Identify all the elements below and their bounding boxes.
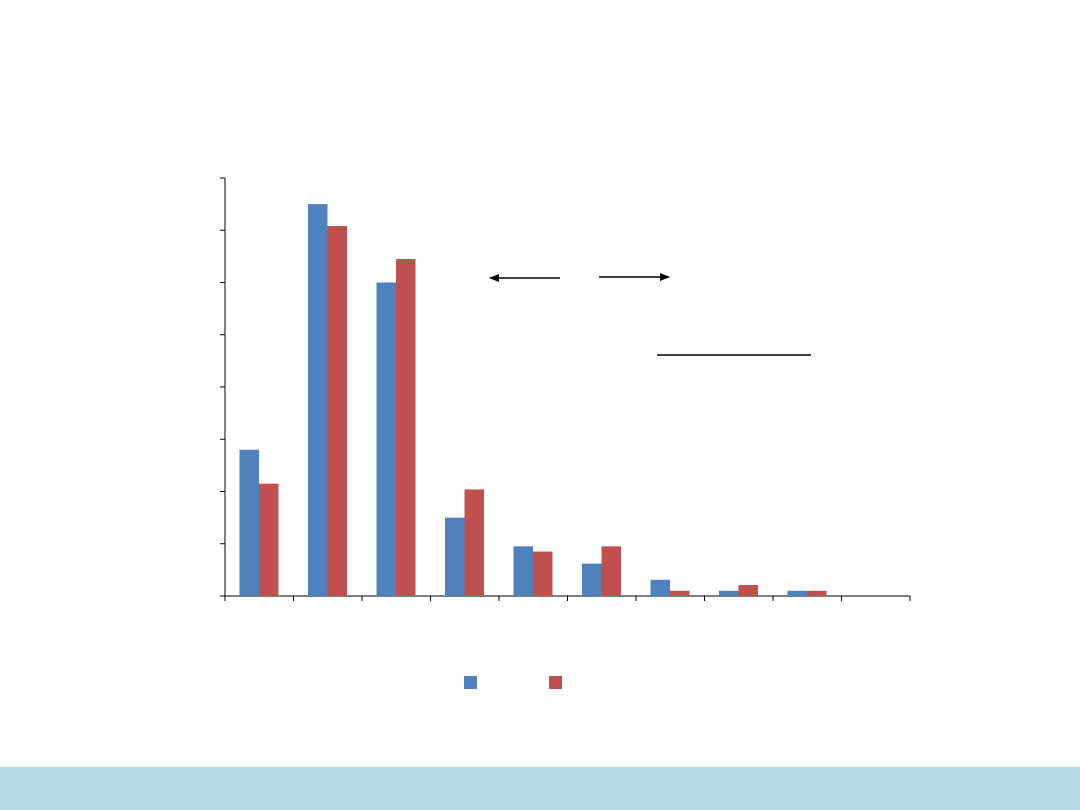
bar-series-2-4 — [464, 489, 484, 596]
bar-series-1-8 — [719, 590, 739, 596]
legend-swatch-series-1 — [464, 676, 477, 689]
bar-series-2-2 — [327, 226, 347, 596]
bar-series-1-3 — [376, 282, 396, 596]
bar-series-1-4 — [445, 517, 465, 596]
bar-series-2-9 — [807, 590, 827, 596]
bar-series-1-6 — [582, 563, 602, 596]
bar-series-2-7 — [670, 590, 690, 596]
bar-series-2-5 — [533, 551, 553, 596]
bar-series-1-2 — [308, 204, 328, 596]
bar-series-1-9 — [787, 590, 807, 596]
bar-series-2-6 — [601, 546, 621, 596]
bar-chart — [220, 177, 911, 689]
bar-series-1-5 — [513, 546, 533, 596]
bar-series-group — [239, 204, 827, 596]
footer-band — [0, 767, 1080, 810]
bar-series-2-3 — [396, 258, 416, 596]
bar-series-1-7 — [650, 579, 670, 596]
bar-series-2-1 — [259, 483, 279, 596]
legend — [464, 676, 562, 689]
x-axis — [224, 595, 911, 601]
legend-swatch-series-2 — [549, 676, 562, 689]
annotation-group — [489, 273, 811, 356]
bar-series-1-1 — [239, 449, 259, 596]
y-axis — [220, 177, 226, 597]
bar-series-2-8 — [738, 585, 758, 596]
